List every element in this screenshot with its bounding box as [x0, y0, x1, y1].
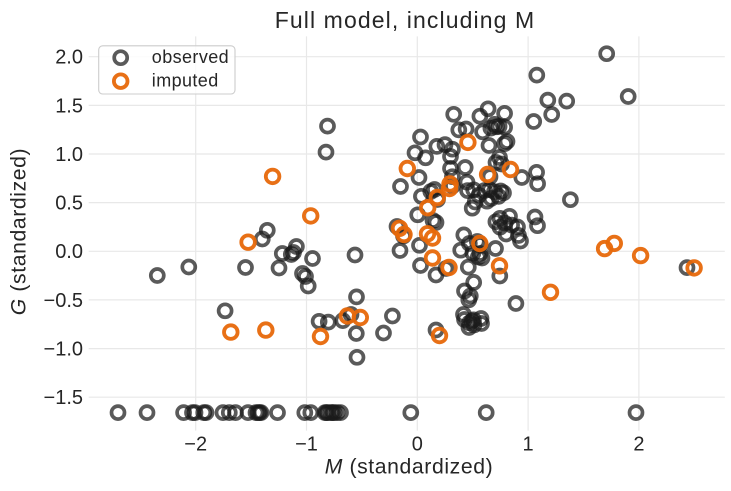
svg-text:0.0: 0.0 [55, 241, 83, 263]
svg-text:−2: −2 [184, 434, 207, 456]
svg-text:−1.0: −1.0 [44, 339, 83, 361]
svg-text:imputed: imputed [152, 70, 219, 90]
svg-text:M (standardized): M (standardized) [325, 456, 494, 479]
svg-text:−1: −1 [295, 434, 318, 456]
svg-text:0: 0 [412, 434, 423, 456]
svg-text:0.5: 0.5 [55, 193, 83, 215]
svg-text:1.5: 1.5 [55, 95, 83, 117]
svg-text:1: 1 [523, 434, 534, 456]
svg-text:1.0: 1.0 [55, 144, 83, 166]
svg-text:G (standardized): G (standardized) [8, 148, 31, 315]
svg-text:2: 2 [633, 434, 644, 456]
svg-text:−1.5: −1.5 [44, 387, 83, 409]
svg-text:observed: observed [152, 47, 229, 67]
svg-text:2.0: 2.0 [55, 47, 83, 69]
svg-text:Full model, including M: Full model, including M [275, 7, 536, 33]
svg-text:−0.5: −0.5 [44, 290, 83, 312]
